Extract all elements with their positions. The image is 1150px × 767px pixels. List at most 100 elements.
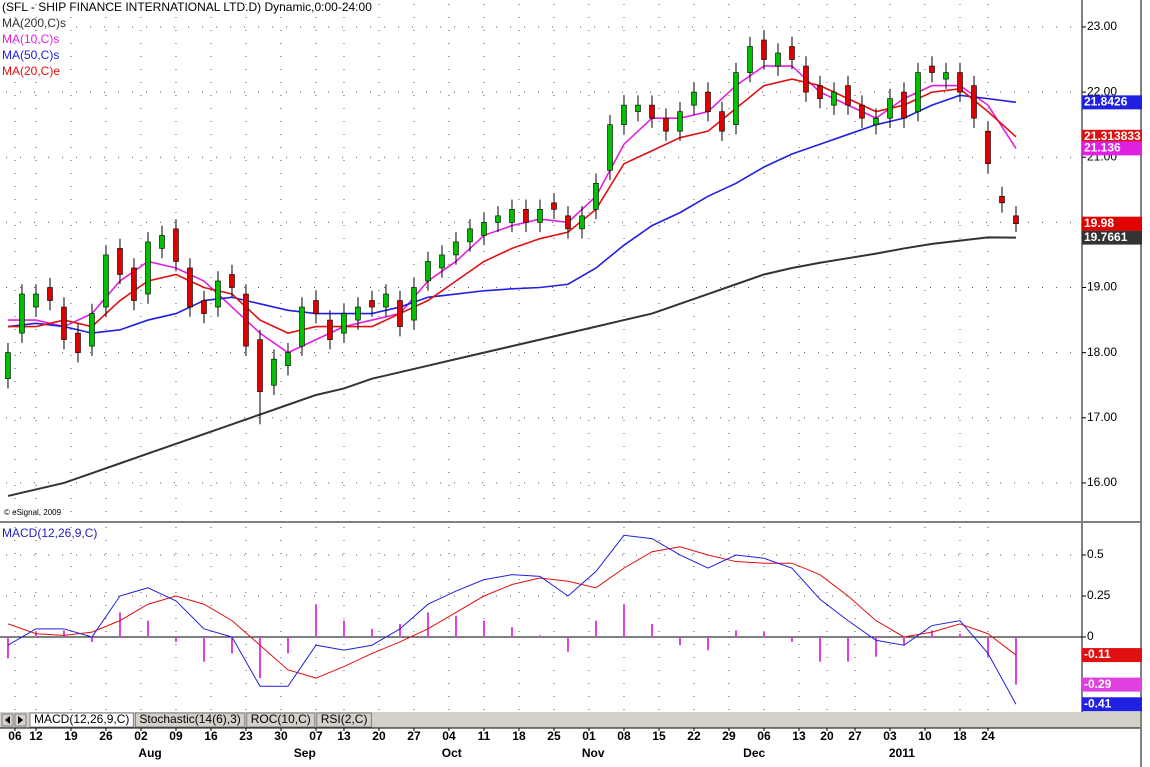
candle-body [901, 91, 907, 119]
x-tick-label: 27 [407, 729, 421, 743]
last-value-box [1082, 230, 1142, 245]
overlay-layer: 06 12 19 26 02 09 16 23 30 07 13 20 27 04 11 18 25 01 08 15… [2, 16, 1142, 760]
candle-body [187, 267, 193, 308]
month-label: Oct [442, 746, 462, 760]
month-label: Dec [743, 746, 765, 760]
indicator-tab[interactable]: ROC(10,C) [251, 712, 311, 726]
candle-body [285, 352, 291, 366]
x-tick-label: 26 [99, 729, 113, 743]
candle-body [341, 313, 347, 334]
tab-frame[interactable] [134, 712, 246, 728]
y-tick-label: 18.00 [1087, 345, 1117, 359]
x-tick-label: 07 [309, 729, 323, 743]
tab-frame[interactable] [29, 712, 134, 728]
x-tick-label: 06 [8, 729, 22, 743]
last-value-label: 19.7661 [1084, 230, 1128, 244]
x-tick-label: 12 [29, 729, 43, 743]
candle-body [467, 228, 473, 243]
indicator-tab[interactable]: MACD(12,26,9,C) [34, 712, 129, 726]
y-tick-label: 22.00 [1087, 84, 1117, 98]
chart-title: (SFL - SHIP FINANCE INTERNATIONAL LTD.D)… [2, 0, 372, 14]
candle-body [957, 72, 963, 93]
scroll-right-icon [18, 716, 23, 724]
candle-body [173, 228, 179, 262]
legend-entry: MA(10,C)s [2, 32, 59, 46]
candle-body [579, 215, 585, 230]
last-value-label: -0.29 [1084, 677, 1112, 691]
x-tick-label: 16 [204, 729, 218, 743]
last-value-label: -0.11 [1084, 647, 1111, 661]
x-tick-label: 01 [582, 729, 596, 743]
x-tick-label: 06 [757, 729, 771, 743]
candle-body [929, 65, 935, 73]
candle-body [75, 332, 81, 353]
x-tick-label: 03 [883, 729, 897, 743]
indicator-tab[interactable]: RSI(2,C) [321, 712, 368, 726]
x-tick-label: 20 [820, 729, 834, 743]
candle-body [971, 85, 977, 119]
x-tick-label: 29 [722, 729, 736, 743]
tab-frame[interactable] [316, 712, 372, 728]
candle-body [999, 196, 1005, 204]
candle-body [411, 287, 417, 321]
candle-body [607, 124, 613, 171]
y-tick-label: 0.5 [1087, 547, 1104, 561]
candle-body [145, 241, 151, 295]
candle-body [943, 72, 949, 80]
candle-body [229, 274, 235, 288]
candle-body [537, 209, 543, 223]
last-value-box [1082, 697, 1142, 712]
candle-body [593, 182, 599, 210]
y-tick-label: 16.00 [1087, 475, 1117, 489]
candle-body [117, 248, 123, 275]
candle-body [523, 209, 529, 223]
candle-body [257, 339, 263, 393]
candle-body [551, 202, 557, 210]
candle-body [159, 235, 165, 249]
tab-frame[interactable] [246, 712, 316, 728]
copyright: © eSignal, 2009 [4, 508, 62, 517]
y-tick-label: 0 [1087, 629, 1094, 643]
line-series [7, 94, 1017, 334]
x-tick-label: 13 [337, 729, 351, 743]
candle-body [299, 306, 305, 347]
x-tick-label: 11 [478, 729, 491, 743]
last-value-box [1082, 648, 1142, 663]
candle-body [985, 130, 991, 165]
candle-body [859, 104, 865, 119]
candle-body [691, 91, 697, 106]
x-tick-label: 22 [687, 729, 701, 743]
month-label: Sep [294, 746, 316, 760]
candle-body [103, 254, 109, 308]
candle-body [439, 254, 445, 269]
candle-body [719, 111, 725, 132]
candle-body [5, 352, 11, 380]
legend-entry: MA(20,C)e [2, 64, 60, 78]
candle-body [775, 52, 781, 67]
x-tick-label: 04 [442, 729, 456, 743]
last-value-box [1082, 216, 1142, 231]
x-tick-label: 09 [169, 729, 183, 743]
candle-body [453, 241, 459, 256]
candle-body [733, 72, 739, 125]
candle-body [887, 98, 893, 119]
month-label: Nov [582, 746, 605, 760]
legend-entry: MA(200,C)s [2, 16, 66, 30]
x-tick-label: 18 [512, 729, 526, 743]
candle-body [383, 293, 389, 308]
last-value-label: -0.41 [1084, 696, 1112, 710]
x-tick-label: 25 [547, 729, 561, 743]
x-tick-label: 30 [274, 729, 288, 743]
last-value-box [1082, 95, 1142, 110]
line-series [7, 546, 1017, 679]
line-series [7, 534, 1017, 705]
x-tick-label: 13 [792, 729, 806, 743]
candle-body [845, 85, 851, 106]
indicator-tab[interactable]: Stochastic(14(6),3) [139, 712, 240, 726]
candle-body [355, 306, 361, 321]
candle-body [397, 300, 403, 327]
candle-body [495, 215, 501, 223]
x-tick-label: 08 [617, 729, 631, 743]
